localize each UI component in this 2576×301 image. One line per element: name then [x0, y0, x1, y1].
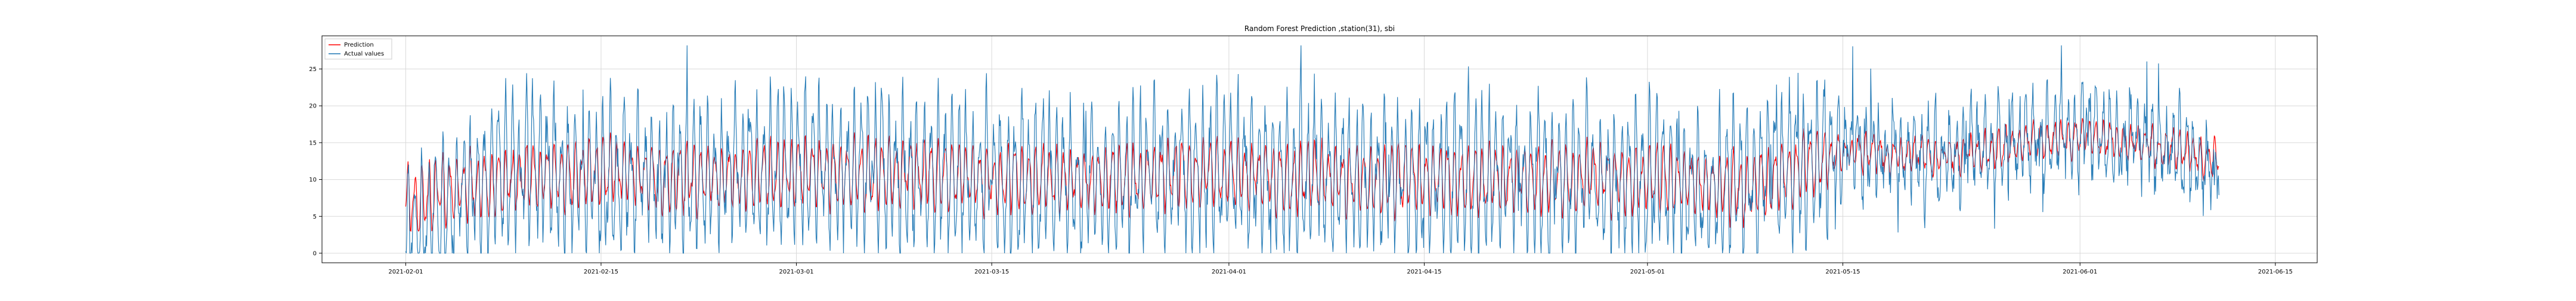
legend: Prediction Actual values: [324, 38, 392, 60]
y-tick-label: 5: [313, 214, 317, 220]
x-tick-label: 2021-06-15: [2258, 269, 2293, 275]
legend-label-prediction: Prediction: [344, 42, 374, 48]
series-layer: [405, 45, 2219, 254]
legend-box: [324, 38, 392, 60]
x-tick-label: 2021-05-01: [1630, 269, 1665, 275]
legend-label-actual-values: Actual values: [344, 51, 384, 57]
chart-title: Random Forest Prediction ,station(31), s…: [1244, 24, 1395, 33]
y-tick-label: 25: [309, 66, 317, 73]
y-tick-label: 10: [309, 177, 317, 183]
x-tick-label: 2021-06-01: [2063, 269, 2097, 275]
grid-layer: [322, 36, 2317, 263]
y-tick-label: 0: [313, 250, 317, 257]
x-tick-label: 2021-02-01: [388, 269, 423, 275]
y-tick-label: 15: [309, 140, 317, 146]
x-tick-label: 2021-05-15: [1825, 269, 1860, 275]
y-tick-label: 20: [309, 103, 317, 110]
plot-area-frame: [321, 35, 2318, 263]
x-tick-label: 2021-03-01: [779, 269, 813, 275]
series-line-actual-values: [405, 45, 2219, 254]
x-tick-label: 2021-04-15: [1407, 269, 1441, 275]
x-tick-label: 2021-03-15: [974, 269, 1009, 275]
tick-layer: 2021-02-01 2021-02-15 2021-03-01 2021-03-15…: [309, 66, 2293, 275]
x-tick-label: 2021-02-15: [584, 269, 618, 275]
x-tick-label: 2021-04-01: [1212, 269, 1246, 275]
